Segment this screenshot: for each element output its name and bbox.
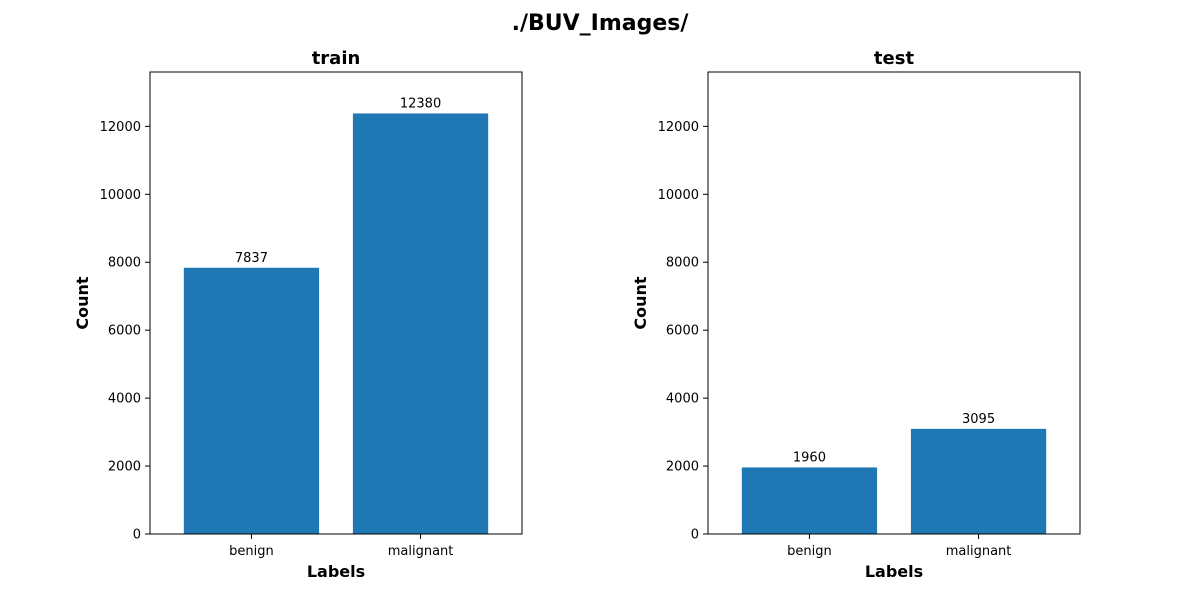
y-tick-label: 4000 — [666, 392, 699, 407]
y-tick-label: 8000 — [108, 256, 141, 271]
bars: 7837 12380 — [183, 96, 489, 534]
y-tick-label: 8000 — [666, 256, 699, 271]
y-axis-ticks: 0 2000 4000 6000 8000 10000 12000 — [100, 120, 150, 543]
bar-malignant — [352, 113, 489, 534]
y-tick-label: 0 — [691, 528, 699, 543]
y-tick-label: 0 — [133, 528, 141, 543]
train-chart: train 7837 12380 0 2000 4000 6000 8000 10000 12… — [73, 48, 523, 581]
x-axis-ticks: benign malignant — [229, 534, 453, 559]
bar-benign — [741, 467, 878, 534]
x-tick-label: benign — [787, 544, 832, 559]
y-tick-label: 6000 — [666, 324, 699, 339]
plot-frame — [149, 71, 523, 535]
x-tick-label: malignant — [946, 544, 1012, 559]
plot-frame — [707, 71, 1081, 535]
y-tick-label: 10000 — [100, 188, 141, 203]
y-axis-ticks: 0 2000 4000 6000 8000 10000 12000 — [658, 120, 708, 543]
y-axis-label: Count — [631, 276, 650, 330]
x-axis-label: Labels — [865, 562, 923, 581]
x-axis-label: Labels — [307, 562, 365, 581]
x-tick-label: benign — [229, 544, 274, 559]
x-axis-ticks: benign malignant — [787, 534, 1011, 559]
data-label-benign: 7837 — [235, 251, 268, 266]
figure-title: ./BUV_Images/ — [512, 11, 690, 36]
y-tick-label: 12000 — [658, 120, 699, 135]
x-tick-label: malignant — [388, 544, 454, 559]
y-axis-label: Count — [73, 276, 92, 330]
chart-title: test — [874, 48, 915, 69]
data-label-benign: 1960 — [793, 450, 826, 465]
test-chart: test 1960 3095 0 2000 4000 6000 8000 10000 1200… — [631, 48, 1081, 581]
y-tick-label: 2000 — [108, 460, 141, 475]
data-label-malignant: 12380 — [400, 96, 441, 111]
y-tick-label: 12000 — [100, 120, 141, 135]
bar-benign — [183, 267, 320, 534]
y-tick-label: 4000 — [108, 392, 141, 407]
chart-title: train — [312, 48, 361, 69]
y-tick-label: 6000 — [108, 324, 141, 339]
bar-malignant — [910, 428, 1047, 534]
data-label-malignant: 3095 — [962, 412, 995, 427]
y-tick-label: 10000 — [658, 188, 699, 203]
y-tick-label: 2000 — [666, 460, 699, 475]
bars: 1960 3095 — [741, 412, 1047, 534]
